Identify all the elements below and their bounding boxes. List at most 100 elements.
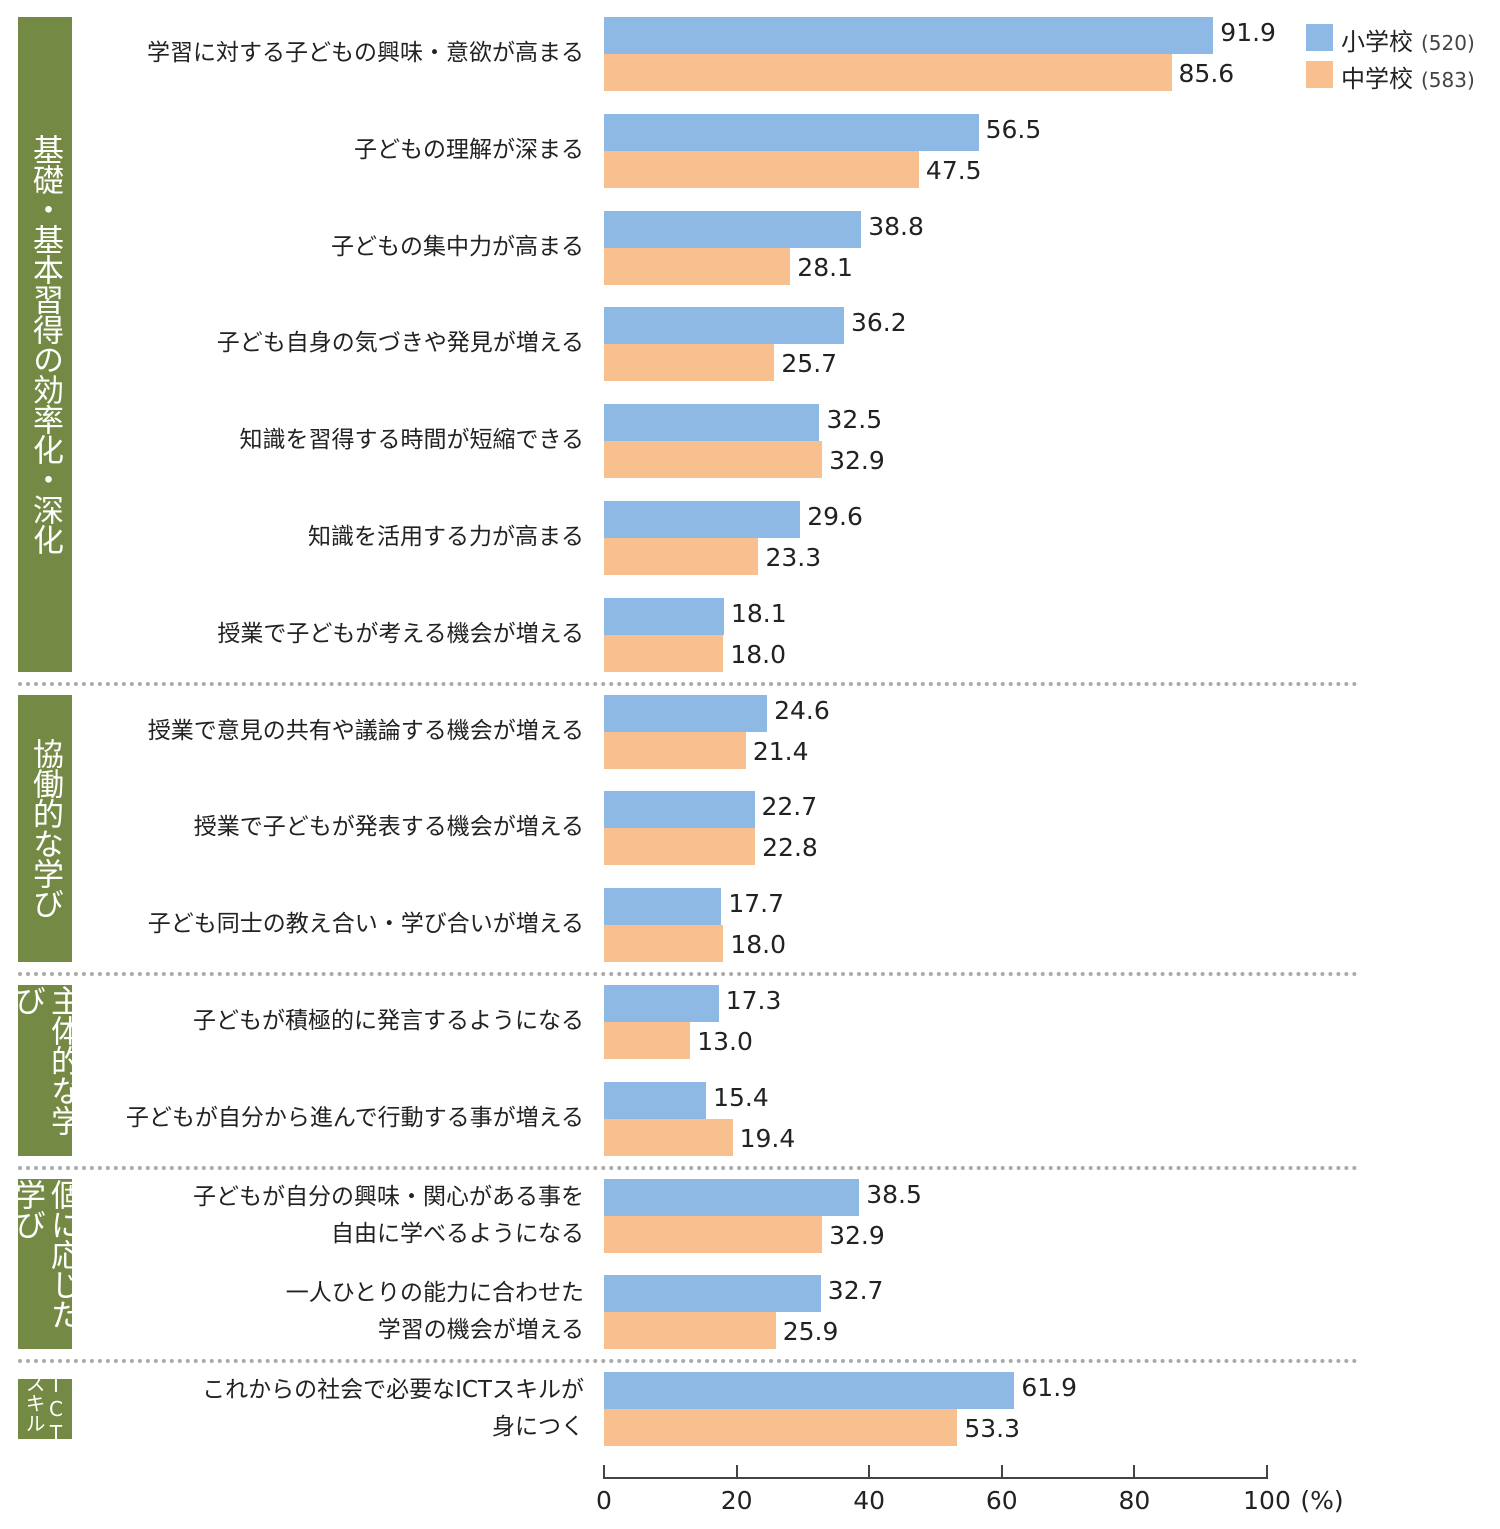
data-label: 22.7 (761, 792, 818, 822)
data-label: 38.8 (868, 211, 924, 241)
bar-junior-high (604, 634, 724, 672)
data-label: 17.3 (725, 986, 782, 1015)
group-separator (18, 1359, 1358, 1364)
bar-junior-high (604, 1312, 776, 1350)
category-label-line: 子どもが自分の興味・関心がある事を (193, 1183, 584, 1210)
bar-elementary (604, 113, 979, 151)
group-label: 主体的な学び (9, 985, 81, 1156)
category-label: 子ども同士の教え合い・学び合いが増える (148, 906, 584, 943)
bar-elementary (604, 1372, 1015, 1410)
data-label: 36.2 (851, 308, 907, 338)
bar-elementary (604, 1081, 707, 1119)
data-label: 19.4 (739, 1123, 796, 1153)
data-label: 15.4 (713, 1082, 769, 1112)
bar-elementary (604, 1275, 821, 1313)
x-tick-label: 0 (596, 1486, 612, 1515)
data-label: 32.7 (827, 1276, 884, 1306)
data-label: 13.0 (697, 1027, 753, 1056)
x-tick-label: 100 (1243, 1486, 1291, 1515)
category-label-line: 学習に対する子どもの興味・意欲が高まる (147, 40, 584, 66)
data-label: 85.6 (1178, 59, 1235, 88)
data-label: 24.6 (774, 695, 830, 725)
category-label: 子どもの理解が深まる (354, 132, 584, 169)
x-tick (1000, 1465, 1003, 1479)
legend-swatch (1306, 24, 1333, 51)
data-label: 32.9 (829, 446, 885, 476)
category-label-line: 授業で子どもが考える機会が増える (217, 620, 584, 647)
category-label: 子どもが自分の興味・関心がある事を自由に学べるようになる (193, 1179, 584, 1253)
data-label: 17.7 (728, 889, 785, 919)
category-label-line: 知識を活用する力が高まる (308, 524, 584, 550)
category-label-line: 子ども同士の教え合い・学び合いが増える (147, 911, 584, 938)
data-label: 56.5 (985, 114, 1042, 144)
category-label: 知識を活用する力が高まる (308, 519, 584, 556)
x-tick-label: 80 (1118, 1486, 1151, 1515)
data-label: 25.7 (781, 349, 838, 379)
category-label: 知識を習得する時間が短縮できる (239, 422, 584, 459)
data-label: 32.9 (829, 1220, 885, 1250)
data-label: 28.1 (797, 252, 853, 282)
category-label: これからの社会で必要なICTスキルが 身につく (202, 1372, 584, 1446)
category-label-line: 子ども自身の気づきや発見が増える (216, 330, 584, 357)
category-label: 授業で意見の共有や議論する機会が増える (148, 713, 584, 750)
bar-junior-high (604, 344, 775, 382)
data-label: 38.5 (866, 1179, 922, 1209)
group-label: 個に応じた学び (9, 1178, 81, 1350)
bar-elementary (604, 307, 844, 345)
category-label: 学習に対する子どもの興味・意欲が高まる (147, 35, 584, 72)
bar-junior-high (604, 828, 756, 866)
category-label: 子どもが自分から進んで行動する事が増える (126, 1100, 584, 1137)
bar-junior-high (604, 731, 746, 769)
x-tick-label: 20 (720, 1486, 753, 1515)
data-label: 18.1 (731, 598, 787, 628)
bar-elementary (604, 985, 719, 1022)
data-label: 21.4 (752, 736, 809, 766)
category-label-line: 一人ひとりの能力に合わせた (285, 1280, 584, 1307)
category-label: 子ども自身の気づきや発見が増える (217, 325, 584, 362)
group-label: ICTスキル (18, 1373, 72, 1445)
category-label-line: 授業で意見の共有や議論する機会が増える (147, 717, 584, 744)
data-label: 23.3 (765, 543, 822, 572)
category-label-line: 子どもの集中力が高まる (331, 233, 584, 260)
legend-label: 小学校 (520) (1341, 28, 1475, 56)
group-label: 基礎・基本習得の効率化・深化 (18, 17, 72, 672)
bar-elementary (604, 501, 801, 538)
x-tick (735, 1465, 738, 1479)
bar-junior-high (604, 1022, 691, 1059)
x-tick-label: 60 (985, 1486, 1018, 1515)
category-label-line: 自由に学べるようになる (331, 1220, 584, 1247)
group-separator (18, 1165, 1358, 1170)
bar-junior-high (604, 150, 919, 188)
data-label: 29.6 (807, 502, 863, 531)
data-label: 18.0 (730, 930, 786, 960)
bar-junior-high (604, 54, 1172, 91)
category-label-line: これからの社会で必要なICTスキルが (202, 1377, 584, 1404)
data-label: 25.9 (782, 1317, 839, 1347)
x-axis-line (604, 1477, 1268, 1479)
category-label: 授業で子どもが考える機会が増える (217, 616, 584, 653)
category-label: 授業で子どもが発表する機会が増える (194, 809, 584, 846)
bar-elementary (604, 404, 820, 442)
legend-swatch (1306, 61, 1333, 88)
data-label: 22.8 (762, 833, 818, 863)
category-label-line: 授業で子どもが発表する機会が増える (193, 814, 584, 841)
x-axis-unit: (%) (1300, 1486, 1344, 1515)
legend-label: 中学校 (583) (1341, 65, 1475, 93)
legend-count: (583) (1421, 68, 1475, 92)
category-label: 一人ひとりの能力に合わせた 学習の機会が増える (286, 1275, 584, 1349)
bar-junior-high (604, 1118, 733, 1156)
x-tick (1133, 1465, 1136, 1479)
category-label: 子どもが積極的に発言するようになる (193, 1003, 584, 1040)
group-separator (18, 681, 1358, 686)
data-label: 91.9 (1220, 18, 1276, 47)
bar-junior-high (604, 247, 791, 285)
data-label: 32.5 (826, 405, 883, 435)
bar-elementary (604, 17, 1214, 54)
data-label: 53.3 (964, 1414, 1021, 1444)
bar-elementary (604, 210, 862, 248)
bar-elementary (604, 694, 768, 732)
data-label: 18.0 (730, 639, 786, 669)
x-tick (603, 1465, 605, 1479)
x-tick (868, 1465, 871, 1479)
